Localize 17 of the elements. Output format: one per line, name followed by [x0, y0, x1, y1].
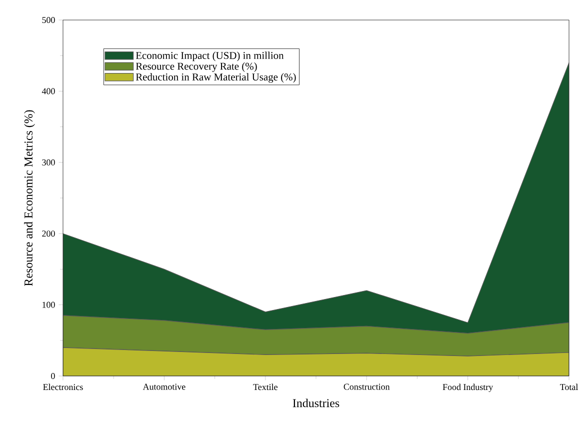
- y-tick-label: 500: [42, 16, 55, 24]
- x-tick-label: Food Industry: [442, 384, 494, 392]
- legend-label: Reduction in Raw Material Usage (%): [136, 73, 296, 83]
- y-tick-label: 0: [51, 372, 55, 380]
- y-tick-label: 100: [42, 302, 55, 308]
- x-tick-label: Electronics: [43, 384, 83, 390]
- y-axis-title: Resource and Economic Metrics (%): [24, 110, 35, 286]
- x-tick-label: Automotive: [142, 384, 186, 390]
- y-tick-label: 400: [42, 88, 55, 94]
- legend-label: Economic Impact (USD) in million: [136, 52, 284, 62]
- y-tick-label: 300: [42, 159, 55, 166]
- x-axis-title: Industries: [292, 398, 340, 408]
- x-tick-label: Total: [560, 384, 578, 390]
- legend-label: Resource Recovery Rate (%): [136, 62, 257, 72]
- x-tick-label: Construction: [344, 384, 390, 390]
- x-tick-label: Textile: [253, 384, 278, 390]
- y-tick-label: 200: [42, 230, 55, 237]
